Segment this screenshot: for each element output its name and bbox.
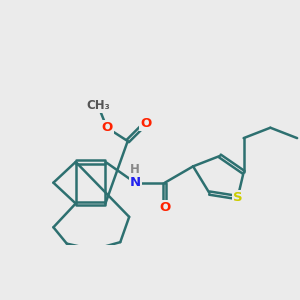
Text: N: N [130, 176, 141, 189]
Text: O: O [140, 117, 151, 130]
Text: S: S [233, 191, 242, 204]
Text: CH₃: CH₃ [86, 99, 110, 112]
Text: O: O [101, 121, 112, 134]
Text: H: H [130, 163, 140, 176]
Text: O: O [159, 202, 170, 214]
